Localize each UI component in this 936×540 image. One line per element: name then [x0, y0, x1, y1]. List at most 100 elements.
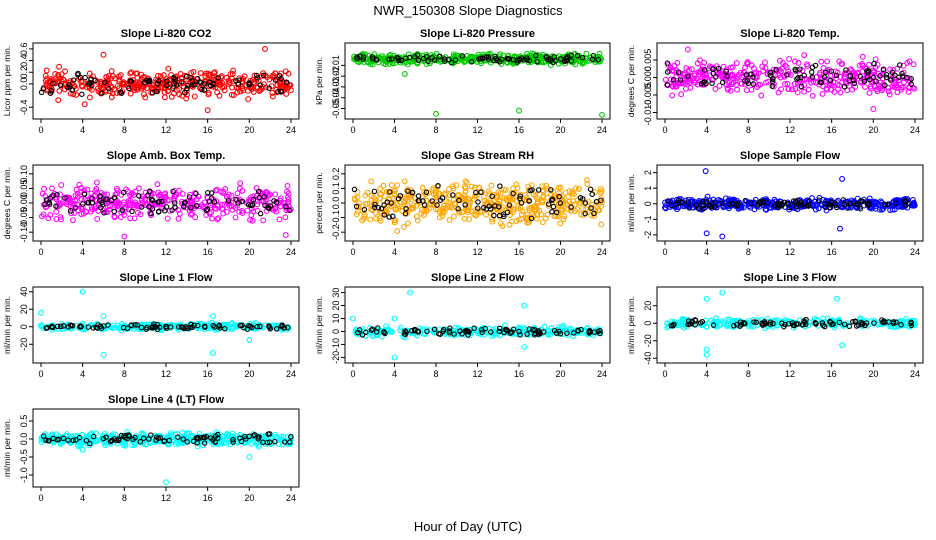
mean-point — [486, 203, 492, 210]
data-point — [836, 82, 843, 89]
data-point — [77, 442, 84, 448]
panel-title: Slope Li-820 CO2 — [121, 28, 211, 40]
mean-point — [166, 437, 173, 444]
mean-point — [557, 200, 564, 206]
data-point — [778, 86, 785, 93]
data-point — [63, 324, 70, 331]
data-point — [439, 209, 446, 216]
data-point — [230, 78, 237, 85]
data-point — [129, 442, 136, 449]
y-tick-label: 0.005 — [643, 49, 653, 72]
mean-point — [246, 81, 252, 88]
x-tick-label: 4 — [392, 369, 397, 379]
mean-point — [479, 329, 485, 336]
data-point — [727, 72, 734, 79]
mean-point — [184, 85, 190, 92]
data-point — [109, 90, 116, 97]
data-point — [724, 86, 731, 93]
mean-point — [792, 68, 799, 74]
mean-point — [60, 323, 67, 329]
mean-point — [858, 198, 864, 204]
mean-point — [50, 192, 57, 199]
x-tick-label: 0 — [350, 125, 355, 135]
data-point — [692, 79, 698, 86]
mean-point — [885, 201, 891, 207]
mean-point — [394, 54, 400, 61]
data-point — [779, 59, 786, 66]
mean-point — [156, 78, 162, 84]
data-point — [262, 84, 269, 91]
mean-point — [354, 55, 360, 62]
data-point — [531, 203, 538, 210]
mean-point — [381, 212, 388, 218]
data-point — [359, 217, 366, 224]
mean-point — [278, 88, 285, 95]
mean-point — [510, 326, 517, 332]
data-point — [410, 202, 417, 209]
mean-point — [897, 62, 903, 68]
data-point — [674, 59, 681, 66]
data-point — [114, 440, 121, 447]
data-point — [214, 216, 221, 223]
x-tick-label: 20 — [555, 125, 565, 135]
mean-point — [178, 79, 185, 85]
mean-point — [283, 203, 289, 210]
data-point — [183, 430, 190, 437]
data-point — [795, 59, 802, 66]
mean-point — [213, 433, 219, 439]
mean-point — [128, 322, 134, 329]
mean-point — [462, 328, 468, 334]
data-point — [513, 181, 520, 188]
mean-point — [284, 324, 291, 331]
mean-point — [851, 80, 858, 87]
panel-title: Slope Gas Stream RH — [421, 150, 534, 162]
mean-point — [254, 75, 261, 81]
outlier-point — [702, 168, 709, 175]
x-tick-label: 20 — [868, 369, 878, 379]
mean-point — [902, 199, 908, 205]
mean-point — [188, 321, 194, 328]
mean-point — [840, 197, 847, 203]
mean-point — [753, 319, 760, 325]
data-point — [108, 94, 115, 101]
mean-point — [242, 433, 248, 440]
data-point — [183, 95, 190, 102]
x-tick-label: 24 — [286, 247, 296, 257]
data-point — [206, 210, 213, 217]
data-point — [523, 197, 530, 204]
data-point — [495, 189, 502, 196]
x-tick-label: 8 — [122, 125, 127, 135]
points-group — [38, 45, 294, 114]
data-point — [570, 198, 576, 205]
data-point — [598, 188, 605, 195]
outlier-point — [407, 289, 414, 296]
data-point — [52, 71, 59, 77]
mean-point — [194, 322, 201, 329]
data-point — [111, 202, 118, 208]
data-point — [115, 73, 122, 80]
mean-point — [847, 200, 854, 207]
data-point — [40, 211, 47, 218]
data-point — [43, 67, 50, 74]
mean-point — [535, 187, 542, 193]
data-point — [880, 71, 887, 78]
x-tick-label: 24 — [910, 125, 920, 135]
data-point — [911, 85, 918, 92]
x-tick-label: 8 — [122, 369, 127, 379]
data-point — [467, 53, 474, 60]
data-point — [175, 215, 182, 222]
mean-point — [57, 82, 64, 89]
data-point — [141, 91, 148, 98]
data-point — [368, 196, 375, 203]
data-point — [132, 188, 139, 195]
mean-point — [676, 200, 682, 206]
mean-point — [582, 210, 588, 217]
x-tick-label: 4 — [80, 247, 85, 257]
x-tick-label: 4 — [704, 247, 709, 257]
mean-point — [750, 81, 757, 87]
data-point — [499, 223, 506, 229]
data-point — [562, 189, 569, 196]
outlier-point — [521, 344, 528, 350]
data-point — [894, 65, 901, 72]
